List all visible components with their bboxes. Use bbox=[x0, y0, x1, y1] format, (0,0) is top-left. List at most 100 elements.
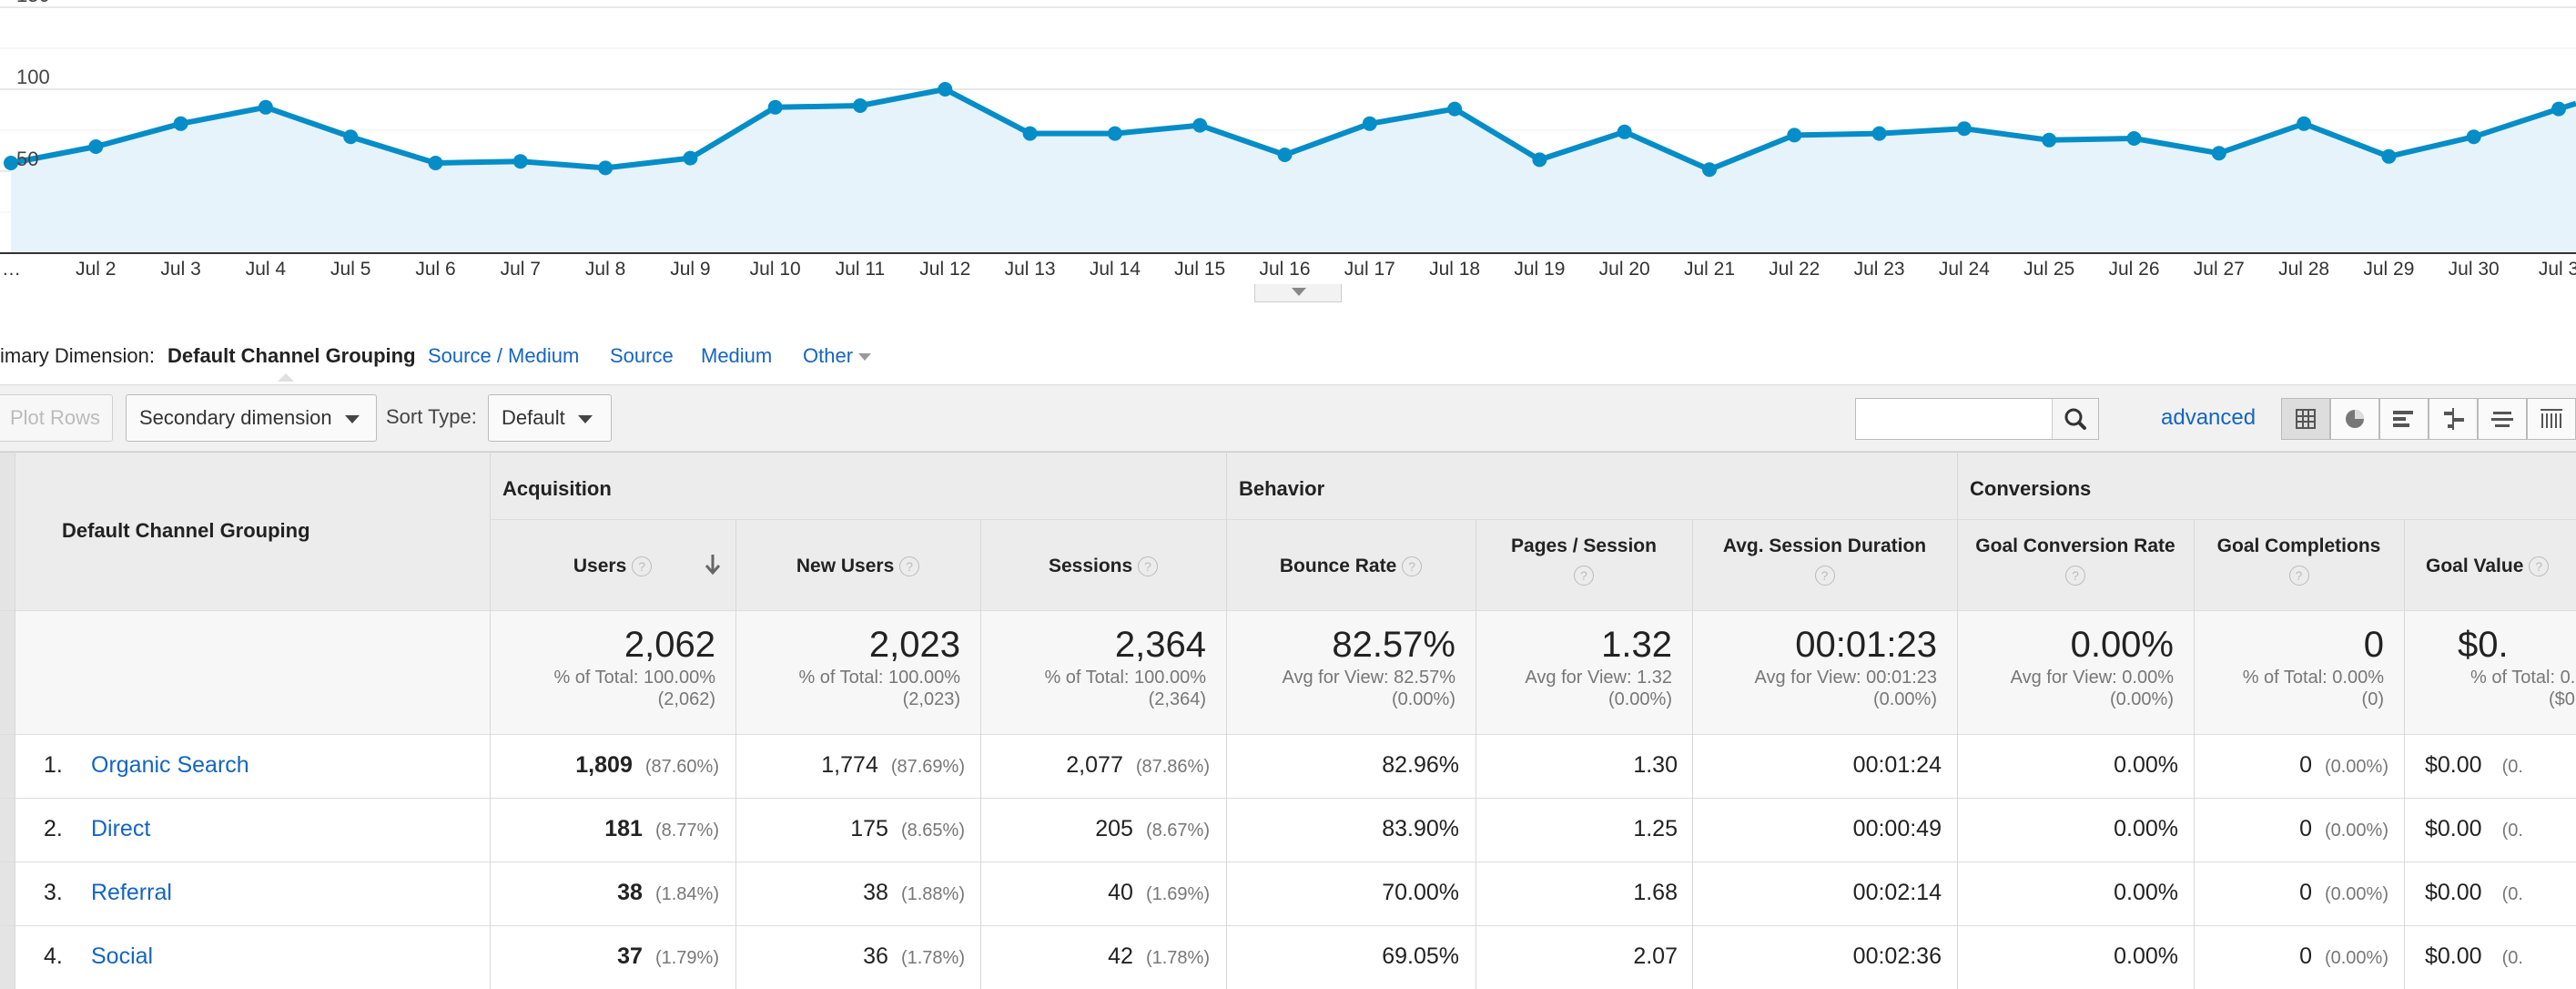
totals-subtext: Avg for View: 0.00% bbox=[2010, 668, 2174, 688]
totals-subvalue: (0.00%) bbox=[1872, 689, 1937, 709]
goal-value-value: $0.00 bbox=[2425, 943, 2482, 969]
channel-link[interactable]: Direct bbox=[91, 816, 151, 841]
data-point bbox=[1022, 126, 1038, 141]
totals-subtext: % of Total: 100.00% bbox=[798, 668, 960, 688]
col-new-users[interactable]: New Users ? bbox=[735, 556, 980, 577]
x-tick-label: Jul 30 bbox=[2449, 259, 2500, 280]
performance-view-button[interactable] bbox=[2379, 398, 2429, 440]
secondary-dimension-dropdown[interactable]: Secondary dimension bbox=[126, 394, 377, 442]
help-icon[interactable]: ? bbox=[1138, 556, 1159, 577]
col-sessions-label: Sessions bbox=[1048, 556, 1133, 576]
table-view-button[interactable] bbox=[2281, 398, 2330, 440]
row-index: 3. bbox=[44, 880, 63, 905]
totals-subvalue: (0.00%) bbox=[1391, 689, 1455, 709]
goal-value-value: $0.00 bbox=[2425, 880, 2482, 905]
goal-value-cell: $0.00 (0. bbox=[2425, 943, 2523, 970]
sort-type-dropdown[interactable]: Default bbox=[488, 394, 612, 442]
channel-link[interactable]: Referral bbox=[91, 880, 172, 905]
sessions-line-chart: 50 100 150 … Jul 2 Jul 3 Jul 4 Jul 5 Jul 6 Jul 7 J… bbox=[0, 0, 2576, 280]
x-tick-label: Jul 2 bbox=[76, 259, 116, 280]
sessions-cell-value: 205 bbox=[1095, 816, 1133, 841]
y-tick-label: 100 bbox=[16, 66, 50, 88]
dimension-source[interactable]: Source bbox=[610, 344, 674, 367]
totals-subvalue: (0.00%) bbox=[1607, 689, 1672, 709]
goal-value-value: $0.00 bbox=[2425, 816, 2482, 841]
sessions-cell-percent: (1.78%) bbox=[1145, 948, 1210, 968]
sort-type-label: Sort Type: bbox=[386, 405, 477, 428]
data-point bbox=[1702, 162, 1717, 178]
term-cloud-view-button[interactable] bbox=[2478, 398, 2527, 440]
col-users[interactable]: Users ? bbox=[490, 556, 735, 577]
totals-value: 00:01:23 bbox=[1795, 625, 1937, 665]
new-users-cell-percent: (1.88%) bbox=[900, 884, 965, 904]
users-cell-value: 37 bbox=[617, 943, 643, 969]
totals-subtext: % of Total: 0.00% bbox=[2242, 668, 2384, 688]
table-search-input[interactable] bbox=[1855, 398, 2099, 440]
sessions-cell-value: 2,077 bbox=[1066, 752, 1123, 778]
series-line bbox=[10, 87, 2576, 173]
totals-subtext: Avg for View: 1.32 bbox=[1525, 668, 1672, 688]
x-tick-label: Jul 21 bbox=[1684, 259, 1735, 280]
search-button[interactable] bbox=[2052, 399, 2098, 439]
data-point bbox=[1617, 124, 1632, 139]
dimension-source-medium[interactable]: Source / Medium bbox=[428, 344, 580, 367]
totals-value: $0. bbox=[2458, 625, 2509, 665]
data-point bbox=[4, 156, 18, 170]
help-icon[interactable]: ? bbox=[1814, 566, 1835, 586]
data-point bbox=[2126, 131, 2142, 146]
users-cell-percent: (8.77%) bbox=[654, 821, 719, 841]
bounce-rate-cell: 82.96% bbox=[1382, 752, 1459, 778]
help-icon[interactable]: ? bbox=[1574, 566, 1594, 586]
data-point bbox=[1107, 126, 1122, 141]
col-users-label: Users bbox=[573, 556, 627, 576]
advanced-filter-link[interactable]: advanced bbox=[2161, 405, 2257, 430]
help-icon[interactable]: ? bbox=[1402, 556, 1423, 577]
totals-subvalue: ($0 bbox=[2549, 689, 2575, 709]
dimension-default-channel-grouping[interactable]: Default Channel Grouping bbox=[167, 344, 416, 367]
bounce-rate-cell: 83.90% bbox=[1382, 816, 1459, 841]
help-icon[interactable]: ? bbox=[2529, 556, 2550, 577]
dimension-medium[interactable]: Medium bbox=[701, 344, 773, 367]
col-pages-session[interactable]: Pages / Session? bbox=[1476, 535, 1692, 586]
comparison-view-button[interactable] bbox=[2429, 398, 2478, 440]
help-icon[interactable]: ? bbox=[2065, 566, 2085, 586]
bar-chart-icon bbox=[2393, 411, 2413, 427]
totals-value: 2,364 bbox=[1114, 625, 1206, 665]
table-header bbox=[0, 452, 2576, 610]
users-cell-percent: (87.60%) bbox=[644, 757, 719, 777]
group-acquisition: Acquisition bbox=[502, 477, 612, 500]
col-sessions[interactable]: Sessions ? bbox=[980, 556, 1226, 577]
x-tick-label: Jul 7 bbox=[501, 259, 541, 280]
dimension-column-header[interactable]: Default Channel Grouping bbox=[62, 519, 310, 542]
goal-value-value: $0.00 bbox=[2425, 752, 2482, 778]
plot-rows-button[interactable]: Plot Rows bbox=[0, 394, 113, 442]
goal-conversion-rate-cell: 0.00% bbox=[2114, 816, 2178, 841]
dimension-other-label: Other bbox=[803, 344, 854, 367]
new-users-cell-value: 36 bbox=[863, 943, 888, 969]
help-icon[interactable]: ? bbox=[632, 556, 653, 577]
dimension-other-dropdown[interactable]: Other bbox=[803, 344, 872, 368]
chart-collapse-handle[interactable] bbox=[1254, 284, 1342, 302]
data-point bbox=[2551, 101, 2566, 117]
data-point bbox=[1447, 101, 1463, 117]
channel-link[interactable]: Organic Search bbox=[91, 752, 249, 778]
new-users-cell-percent: (1.78%) bbox=[900, 948, 965, 968]
pie-view-button[interactable] bbox=[2330, 398, 2379, 440]
new-users-cell: 38 (1.88%) bbox=[863, 880, 965, 906]
totals-subvalue: (2,062) bbox=[657, 689, 715, 709]
sessions-cell-value: 42 bbox=[1108, 943, 1133, 969]
col-goal-value[interactable]: Goal Value ? bbox=[2404, 556, 2576, 577]
totals-value: 82.57% bbox=[1332, 625, 1455, 665]
goal-completions-cell: 0 (0.00%) bbox=[2299, 752, 2388, 779]
col-bounce-rate[interactable]: Bounce Rate ? bbox=[1226, 556, 1476, 577]
col-avg-session-duration[interactable]: Avg. Session Duration? bbox=[1692, 535, 1957, 586]
channel-link[interactable]: Social bbox=[91, 943, 154, 969]
help-icon[interactable]: ? bbox=[899, 556, 920, 577]
sessions-cell-percent: (1.69%) bbox=[1145, 884, 1210, 904]
pivot-view-button[interactable] bbox=[2527, 398, 2576, 440]
x-tick-label: Jul 22 bbox=[1769, 259, 1820, 280]
new-users-cell: 36 (1.78%) bbox=[863, 943, 965, 970]
help-icon[interactable]: ? bbox=[2288, 566, 2309, 586]
col-goal-completions[interactable]: Goal Completions? bbox=[2194, 535, 2404, 586]
col-goal-conversion-rate[interactable]: Goal Conversion Rate? bbox=[1957, 535, 2194, 586]
